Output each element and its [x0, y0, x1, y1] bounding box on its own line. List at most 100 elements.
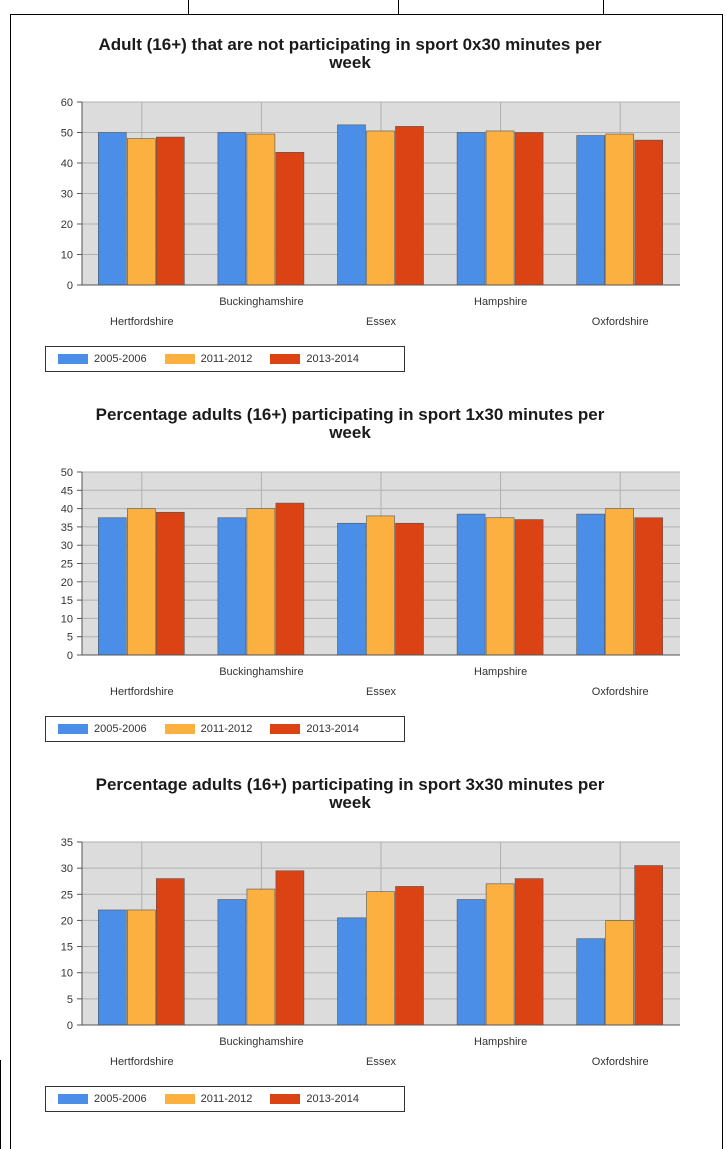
- bar-2005-2006-Hertfordshire: [98, 909, 127, 1026]
- bar-2011-2012-Hertfordshire: [127, 508, 156, 656]
- frame-top-border: [10, 14, 722, 15]
- y-tick-label: 10: [61, 968, 73, 980]
- x-tick-label: Hampshire: [474, 296, 527, 308]
- chart-plot: 0 5 10 15 20 25 30 35 40 45 50 Hertfordshire Bucking…: [61, 467, 680, 698]
- x-tick-label: Buckinghamshire: [219, 296, 303, 308]
- y-tick-label: 20: [61, 577, 73, 589]
- bar-2013-2014-Essex: [395, 126, 424, 286]
- bar-2005-2006-Hampshire: [456, 513, 486, 656]
- legend-label: 2013-2014: [306, 353, 360, 365]
- y-tick-label: 60: [61, 97, 73, 109]
- bar-2005-2006-Hertfordshire: [98, 132, 127, 286]
- bar-2005-2006-Essex: [337, 522, 366, 656]
- y-tick-label: 0: [67, 650, 73, 662]
- bar-2013-2014-Essex: [395, 886, 424, 1026]
- bar-2005-2006-Oxfordshire: [576, 513, 606, 656]
- legend-swatch: [164, 724, 195, 734]
- bar-2011-2012-Buckinghamshire: [246, 133, 276, 286]
- y-tick-label: 10: [61, 250, 73, 262]
- bar-2013-2014-Hampshire: [514, 132, 544, 286]
- bar-2005-2006-Oxfordshire: [576, 938, 606, 1026]
- x-tick-label: Hertfordshire: [110, 686, 174, 698]
- x-tick-label: Hampshire: [474, 666, 527, 678]
- legend-label: 2005-2006: [94, 1093, 147, 1105]
- x-tick-label: Essex: [366, 686, 396, 698]
- bar-2011-2012-Oxfordshire: [605, 133, 635, 286]
- chart-title-line-1: Percentage adults (16+) participating in…: [95, 405, 605, 424]
- legend-swatch: [270, 354, 301, 364]
- bar-2011-2012-Hampshire: [485, 517, 515, 656]
- x-tick-label: Oxfordshire: [592, 1056, 649, 1068]
- bar-2013-2014-Buckinghamshire: [275, 502, 305, 656]
- y-tick-label: 35: [61, 837, 73, 849]
- legend-label: 2011-2012: [200, 723, 253, 735]
- chart-title-line-2: week: [329, 53, 371, 72]
- y-tick-label: 20: [61, 915, 73, 927]
- chart-participating-1x30: Percentage adults (16+) participating in…: [10, 400, 710, 750]
- x-tick-label: Hertfordshire: [110, 1056, 174, 1068]
- bar-2005-2006-Buckinghamshire: [217, 899, 247, 1026]
- bar-2013-2014-Buckinghamshire: [275, 152, 305, 286]
- legend-swatch: [270, 724, 301, 734]
- bar-2011-2012-Essex: [366, 515, 395, 656]
- chart-legend: 2005-2006 2011-2012 2013-2014: [45, 346, 405, 372]
- x-tick-label: Essex: [366, 1056, 396, 1068]
- legend-swatch: [58, 354, 88, 364]
- chart-title-line-1: Percentage adults (16+) participating in…: [95, 775, 605, 794]
- bar-2013-2014-Oxfordshire: [634, 139, 664, 286]
- chart-title: Adult (16+) that are not participating i…: [10, 36, 690, 72]
- x-tick-label: Oxfordshire: [592, 686, 649, 698]
- y-tick-label: 40: [61, 504, 73, 516]
- bar-2013-2014-Hampshire: [514, 519, 544, 656]
- legend-item-2: 2011-2012: [164, 723, 253, 735]
- bar-2013-2014-Oxfordshire: [634, 517, 664, 656]
- legend-swatch: [270, 1094, 301, 1104]
- frame-outer-left-line: [0, 1060, 1, 1149]
- chart-title-line-1: Adult (16+) that are not participating i…: [98, 35, 602, 54]
- bar-2013-2014-Hertfordshire: [156, 511, 185, 656]
- bar-2013-2014-Hertfordshire: [156, 878, 185, 1026]
- bar-2011-2012-Essex: [366, 891, 395, 1026]
- x-tick-label: Oxfordshire: [592, 316, 649, 328]
- y-tick-label: 5: [67, 994, 73, 1006]
- bar-2005-2006-Buckinghamshire: [217, 517, 247, 656]
- bar-2011-2012-Buckinghamshire: [246, 508, 276, 656]
- bar-2013-2014-Hampshire: [514, 878, 544, 1026]
- bar-2013-2014-Oxfordshire: [634, 865, 664, 1026]
- y-tick-label: 0: [67, 1020, 73, 1032]
- legend-swatch: [58, 724, 88, 734]
- y-tick-label: 50: [61, 128, 73, 140]
- y-tick-label: 25: [61, 889, 73, 901]
- y-tick-label: 30: [61, 189, 73, 201]
- legend-swatch: [58, 1094, 88, 1104]
- bar-2005-2006-Buckinghamshire: [217, 132, 247, 286]
- y-tick-label: 5: [67, 632, 73, 644]
- chart-title: Percentage adults (16+) participating in…: [10, 406, 690, 442]
- y-tick-label: 35: [61, 522, 73, 534]
- legend-label: 2005-2006: [94, 353, 147, 365]
- x-tick-label: Hertfordshire: [110, 316, 174, 328]
- legend-label: 2013-2014: [306, 723, 360, 735]
- legend-item-1: 2005-2006: [58, 353, 147, 365]
- legend-label: 2011-2012: [200, 353, 253, 365]
- bar-2011-2012-Oxfordshire: [605, 508, 635, 656]
- frame-cell-divider-1: [188, 0, 189, 14]
- frame-cell-divider-2: [398, 0, 399, 14]
- legend-label: 2005-2006: [94, 723, 147, 735]
- bar-2011-2012-Hertfordshire: [127, 909, 156, 1026]
- frame-cell-divider-3: [603, 0, 604, 14]
- y-tick-label: 40: [61, 158, 73, 170]
- bar-2013-2014-Essex: [395, 522, 424, 656]
- chart-not-participating: Adult (16+) that are not participating i…: [10, 30, 710, 380]
- bar-2013-2014-Hertfordshire: [156, 136, 185, 286]
- bar-2011-2012-Buckinghamshire: [246, 888, 276, 1026]
- frame-left-border: [10, 14, 11, 1149]
- chart-legend: 2005-2006 2011-2012 2013-2014: [45, 716, 405, 742]
- y-tick-label: 0: [67, 280, 73, 292]
- bar-2013-2014-Buckinghamshire: [275, 870, 305, 1026]
- bar-2005-2006-Hertfordshire: [98, 517, 127, 656]
- y-tick-label: 15: [61, 595, 73, 607]
- bar-2005-2006-Essex: [337, 124, 366, 286]
- chart-title-line-2: week: [329, 423, 371, 442]
- chart-title: Percentage adults (16+) participating in…: [10, 776, 690, 812]
